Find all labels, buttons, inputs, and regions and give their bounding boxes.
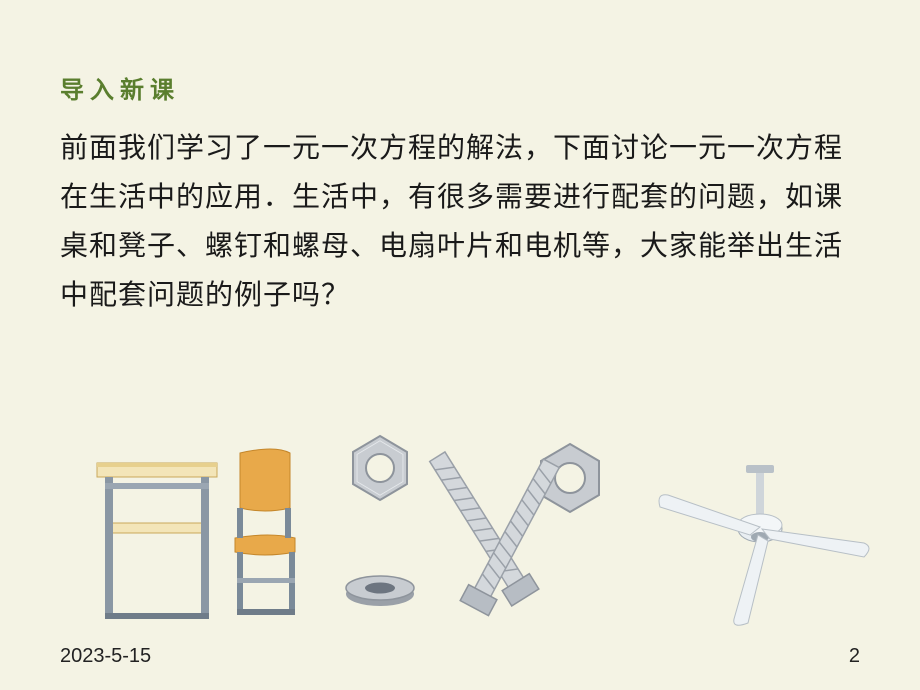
slide: 导入新课 前面我们学习了一元一次方程的解法，下面讨论一元一次方程在生活中的应用．… [0, 0, 920, 690]
bolts-nuts-image [325, 423, 650, 628]
footer-page-number: 2 [849, 645, 860, 668]
body-paragraph: 前面我们学习了一元一次方程的解法，下面讨论一元一次方程在生活中的应用．生活中，有… [60, 123, 860, 319]
section-heading: 导入新课 [60, 70, 860, 105]
ceiling-fan-icon [650, 463, 870, 628]
ceiling-fan-image [650, 463, 870, 628]
bolts-nuts-icon [325, 423, 650, 628]
slide-footer: 2023-5-15 2 [60, 645, 860, 668]
desk-chair-image [85, 423, 325, 628]
footer-date: 2023-5-15 [60, 645, 151, 668]
images-row [85, 423, 880, 628]
desk-chair-icon [85, 423, 325, 628]
